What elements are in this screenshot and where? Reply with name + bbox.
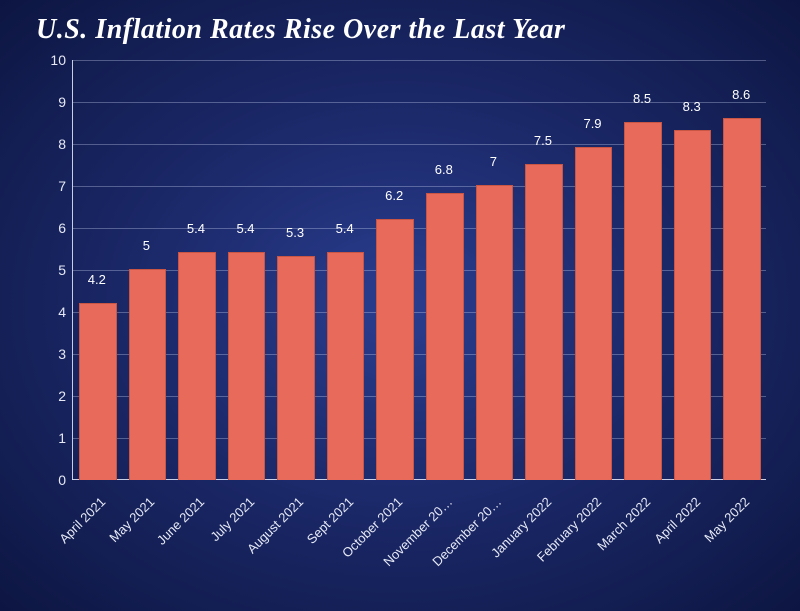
bar-value-label: 5.4 (336, 221, 354, 236)
bar-value-label: 8.5 (633, 91, 651, 106)
bar (674, 130, 712, 480)
chart-container: U.S. Inflation Rates Rise Over the Last … (0, 0, 800, 611)
chart-title: U.S. Inflation Rates Rise Over the Last … (36, 14, 565, 46)
bar-value-label: 6.8 (435, 162, 453, 177)
x-tick-label: Sept 2021 (303, 494, 356, 547)
gridline (72, 60, 766, 61)
bar (624, 122, 662, 480)
bar (426, 193, 464, 480)
y-tick-label: 2 (44, 388, 66, 404)
bar (723, 118, 761, 480)
bar-value-label: 8.6 (732, 87, 750, 102)
bar-value-label: 7.5 (534, 133, 552, 148)
y-tick-label: 8 (44, 136, 66, 152)
y-tick-label: 3 (44, 346, 66, 362)
bar (129, 269, 167, 480)
bar (228, 252, 266, 480)
bar (178, 252, 216, 480)
bar (525, 164, 563, 480)
y-tick-label: 4 (44, 304, 66, 320)
bar-value-label: 5.3 (286, 225, 304, 240)
y-tick-label: 9 (44, 94, 66, 110)
bar-value-label: 5.4 (187, 221, 205, 236)
bar (327, 252, 365, 480)
bar-value-label: 5 (143, 238, 150, 253)
bar (79, 303, 117, 480)
bar-value-label: 7 (490, 154, 497, 169)
x-tick-label: May 2021 (107, 494, 158, 545)
plot-area: 0123456789104.2April 20215May 20215.4Jun… (72, 60, 766, 480)
y-tick-label: 5 (44, 262, 66, 278)
y-tick-label: 6 (44, 220, 66, 236)
bar-value-label: 4.2 (88, 272, 106, 287)
gridline (72, 102, 766, 103)
x-tick-label: May 2022 (702, 494, 753, 545)
bar-value-label: 6.2 (385, 188, 403, 203)
bar-value-label: 5.4 (236, 221, 254, 236)
bar (376, 219, 414, 480)
y-tick-label: 7 (44, 178, 66, 194)
bar (476, 185, 514, 480)
bar (277, 256, 315, 480)
y-tick-label: 0 (44, 472, 66, 488)
x-tick-label: June 2021 (154, 494, 208, 548)
x-tick-label: July 2021 (207, 494, 257, 544)
x-tick-label: April 2022 (651, 494, 703, 546)
y-tick-label: 10 (44, 52, 66, 68)
bar (575, 147, 613, 480)
bar-value-label: 7.9 (583, 116, 601, 131)
y-tick-label: 1 (44, 430, 66, 446)
x-tick-label: April 2021 (56, 494, 108, 546)
bar-value-label: 8.3 (683, 99, 701, 114)
